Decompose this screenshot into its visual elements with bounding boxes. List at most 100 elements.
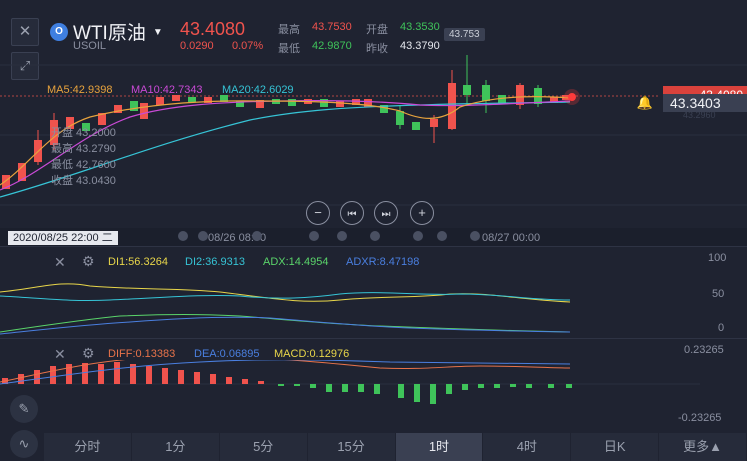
scroll-marker (337, 231, 347, 241)
price-alert-button[interactable]: 🔔 (636, 94, 654, 112)
gear-icon: ⚙ (82, 253, 95, 269)
close-icon: ✕ (18, 23, 32, 40)
prev-close-label: 昨收 (366, 43, 388, 55)
tab-period[interactable]: 分时 (44, 433, 132, 461)
adx-line (0, 314, 571, 333)
instrument-symbol: USOIL (73, 40, 107, 52)
tab-period[interactable]: 日K (571, 433, 660, 461)
tab-period-active[interactable]: 1时 (395, 433, 484, 461)
chart-grid (0, 64, 747, 206)
tooltip-open: 开盘 43.2000 (51, 127, 116, 139)
gear-icon: ⚙ (82, 345, 95, 361)
macd-settings-button[interactable]: ⚙ (82, 345, 95, 362)
open-label: 开盘 (366, 24, 388, 36)
prev-icon: ⏮ (347, 209, 357, 220)
price-tag-top: 43.4080 (663, 86, 747, 96)
tab-more[interactable]: 更多▲ (659, 433, 747, 461)
ma20-label: MA20:42.6029 (222, 84, 294, 96)
tab-period[interactable]: 4时 (483, 433, 572, 461)
crosshair-date: 2020/08/25 22:00 二 (8, 231, 118, 245)
scroll-marker (198, 231, 208, 241)
macd-label: MACD:0.12976 (274, 348, 350, 360)
macd-histogram (2, 362, 572, 404)
scroll-marker (470, 231, 480, 241)
price-tag-value: 43.3403 (670, 95, 721, 111)
di1-label: DI1:56.3264 (108, 256, 168, 268)
candlestick-chart[interactable] (0, 25, 747, 230)
high-value: 43.7530 (312, 21, 352, 33)
zoom-in-button[interactable]: + (410, 201, 434, 225)
ohlc-tooltip: 开盘 43.2000 最高 43.2790 最低 42.7600 收盘 43.0… (51, 125, 116, 189)
macd-scale-top: 0.23265 (684, 344, 724, 356)
close-button[interactable]: ✕ (11, 18, 39, 46)
di2-line (0, 292, 571, 302)
prev-close-value: 43.3790 (400, 40, 440, 52)
diff-line (0, 360, 571, 383)
pencil-icon: ✎ (18, 401, 30, 416)
time-label-right: 08/27 00:00 (482, 232, 541, 244)
instrument-title: WTI原油 (73, 23, 146, 44)
prev-button[interactable]: ⏮ (340, 201, 364, 225)
next-icon: ⏭ (381, 209, 391, 220)
period-tabbar: 分时 1分 5分 15分 1时 4时 日K 更多▲ (44, 433, 747, 461)
low-value: 42.9870 (312, 40, 352, 52)
adxr-label: ADXR:8.47198 (346, 256, 420, 268)
next-button[interactable]: ⏭ (374, 201, 398, 225)
time-label-mid: 08/26 08:00 (208, 232, 267, 244)
ma5-label: MA5:42.9398 (47, 84, 113, 96)
zoom-out-button[interactable]: − (306, 201, 330, 225)
adx-label: ADX:14.4954 (263, 256, 329, 268)
tab-period[interactable]: 5分 (220, 433, 308, 461)
dmi-close-button[interactable]: ✕ (54, 254, 66, 271)
hidden-level: 43.2960 (683, 110, 716, 120)
scroll-marker (437, 231, 447, 241)
draw-tool-button[interactable]: ✎ (10, 395, 38, 423)
dea-label: DEA:0.06895 (194, 348, 260, 360)
indicator-button[interactable]: ∿ (10, 430, 38, 458)
zoom-out-icon: − (314, 205, 322, 220)
panel-divider (0, 246, 747, 247)
current-price-marker (568, 93, 576, 101)
zoom-in-icon: + (418, 205, 426, 220)
dea-line (0, 360, 571, 385)
dmi-settings-button[interactable]: ⚙ (82, 253, 95, 270)
scroll-marker (309, 231, 319, 241)
price-change: 0.0290 (180, 40, 214, 52)
tab-period[interactable]: 1分 (132, 433, 220, 461)
price-change-pct: 0.07% (232, 40, 264, 52)
open-value: 43.3530 (400, 21, 440, 33)
last-price: 43.4080 (180, 19, 246, 39)
di1-line (0, 283, 571, 303)
low-label: 最低 (278, 43, 300, 55)
indicator-icon: ∿ (18, 436, 30, 451)
chevron-down-icon: ▼ (152, 27, 163, 38)
scroll-marker (252, 231, 262, 241)
macd-chart (0, 360, 700, 404)
dmi-scale-top: 100 (708, 252, 727, 264)
dmi-chart (0, 283, 571, 335)
scroll-marker (178, 231, 188, 241)
peak-price-label: 43.753 (444, 28, 485, 41)
macd-scale-bot: -0.23265 (678, 412, 722, 424)
macd-close-button[interactable]: ✕ (54, 346, 66, 363)
adxr-line (0, 316, 571, 335)
dmi-scale-mid: 50 (712, 288, 725, 300)
scroll-marker (370, 231, 380, 241)
panel-divider (0, 338, 747, 339)
high-label: 最高 (278, 24, 300, 36)
dmi-scale-bot: 0 (718, 322, 725, 334)
tab-period[interactable]: 15分 (308, 433, 396, 461)
tooltip-high: 最高 43.2790 (51, 143, 116, 155)
diff-label: DIFF:0.13383 (108, 348, 176, 360)
bell-icon: 🔔 (636, 95, 654, 110)
tooltip-low: 最低 42.7600 (51, 159, 116, 171)
scroll-marker (413, 231, 423, 241)
tooltip-close: 收盘 43.0430 (51, 175, 116, 187)
di2-label: DI2:36.9313 (185, 256, 245, 268)
ma5-line (0, 96, 571, 186)
ma10-label: MA10:42.7343 (131, 84, 203, 96)
ma20-line (0, 101, 571, 198)
close-icon: ✕ (54, 254, 66, 270)
instrument-selector[interactable]: WTI原油 ▼ (73, 18, 163, 45)
price-tag (663, 94, 747, 112)
